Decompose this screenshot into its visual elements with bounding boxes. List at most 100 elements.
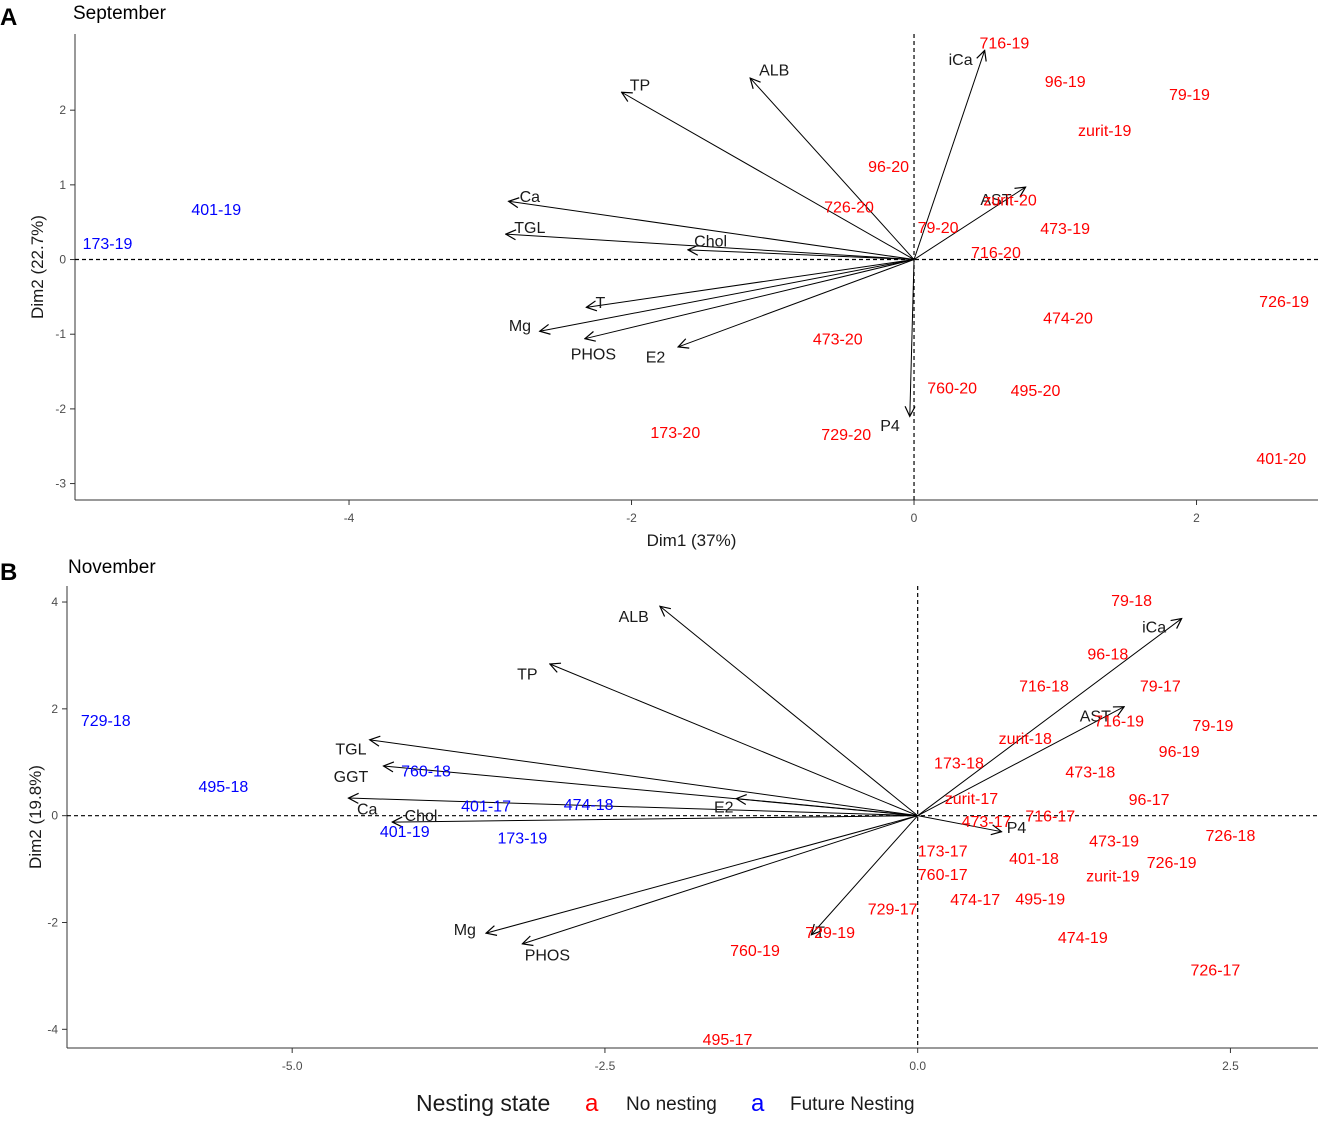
panel-b-x-tick-label: 2.5 [1222,1059,1239,1073]
panel-b-var-label-p4: P4 [1007,820,1027,837]
panel-a-arrow-e2 [678,259,915,347]
panel-b-point-label-79-19: 79-19 [1192,718,1233,735]
panel-a-september: A September -4 -2 0 2 -3 -2 -1 0 1 2 Dim1 (37%) Dim2 … [0,3,1318,550]
panel-a-point-label-760-20: 760-20 [927,381,977,398]
panel-a-arrow-alb [750,78,915,260]
panel-a-var-label-phos: PHOS [571,346,616,363]
panel-b-point-label-96-17: 96-17 [1129,792,1170,809]
panel-b-point-label-zurit-18: zurit-18 [999,731,1052,748]
panel-a-var-label-tgl: TGL [514,220,545,237]
panel-a-y-tick-label: -3 [55,477,66,491]
panel-b-arrow-p4 [917,815,1002,832]
panel-a-point-label-zurit-19: zurit-19 [1078,123,1131,140]
panel-b-var-label-t: T [815,925,825,942]
panel-b-point-label-79-17: 79-17 [1140,678,1181,695]
panel-a-point-label-401-19: 401-19 [191,202,241,219]
panel-a-arrow-tgl [506,234,915,261]
panel-b-var-label-tgl: TGL [335,741,366,758]
panel-a-title: September [73,3,167,24]
panel-b-arrow-tp [550,664,918,817]
panel-a-point-label-729-20: 729-20 [821,427,871,444]
panel-a-var-label-tp: TP [630,78,650,95]
panel-a-x-tick-label: -2 [626,511,637,525]
legend-label-no-nesting: No nesting [626,1094,717,1115]
panel-b-point-label-729-17: 729-17 [868,902,918,919]
panel-b-letter: B [0,559,17,586]
panel-b-point-label-96-18: 96-18 [1087,646,1128,663]
panel-b-var-label-phos: PHOS [525,948,570,965]
panel-a-point-label-79-20: 79-20 [918,220,959,237]
panel-b-point-label-716-19: 716-19 [1094,714,1144,731]
panel-a-point-label-96-20: 96-20 [868,159,909,176]
panel-b-point-label-729-18: 729-18 [81,713,131,730]
panel-b-point-label-zurit-17: zurit-17 [945,791,998,808]
panel-b-point-label-473-18: 473-18 [1065,764,1115,781]
panel-a-y-tick-label: 0 [59,253,66,267]
panel-b-point-label-716-17: 716-17 [1025,809,1075,826]
panel-b-y-axis-label: Dim2 (19.8%) [26,765,45,869]
panel-a-point-label-716-19: 716-19 [980,36,1030,53]
panel-b-point-label-495-19: 495-19 [1015,892,1065,909]
panel-a-letter: A [0,4,17,31]
panel-b-arrow-ast [917,707,1124,817]
panel-a-point-label-79-19: 79-19 [1169,87,1210,104]
panel-b-november: B November -5.0 -2.5 0.0 2.5 -4 -2 0 2 4 Dim2 (19.8… [0,557,1318,1073]
panel-a-point-label-173-20: 173-20 [650,425,700,442]
panel-a-var-label-p4: P4 [880,418,900,435]
panel-b-x-tick-label: -2.5 [595,1059,616,1073]
panel-a-x-tick-label: 0 [911,511,918,525]
panel-a-arrow-ast [913,187,1026,260]
panel-a-var-label-ica: iCa [949,52,973,69]
panel-b-point-label-760-18: 760-18 [401,763,451,780]
panel-b-x-tick-label: -5.0 [282,1059,303,1073]
panel-b-point-label-760-19: 760-19 [730,943,780,960]
panel-a-arrow-tp [622,92,915,260]
panel-a-point-label-zurit-20: zurit-20 [983,193,1036,210]
panel-b-var-label-chol: Chol [405,808,438,825]
panel-b-point-label-495-18: 495-18 [198,779,248,796]
panel-a-y-axis-label: Dim2 (22.7%) [28,215,47,319]
panel-a-x-tick-label: -4 [344,511,355,525]
panel-a-arrow-ca [509,201,915,261]
panel-a-arrow-ica [913,50,985,260]
panel-b-point-label-473-19: 473-19 [1089,833,1139,850]
panel-a-var-label-mg: Mg [509,318,531,335]
panel-b-point-label-726-18: 726-18 [1206,828,1256,845]
panel-b-x-tick-label: 0.0 [909,1059,926,1073]
panel-b-point-label-726-19: 726-19 [1147,855,1197,872]
panel-b-point-label-716-18: 716-18 [1019,678,1069,695]
panel-b-var-label-mg: Mg [454,922,476,939]
panel-b-point-label-473-17: 473-17 [962,814,1012,831]
panel-a-point-label-495-20: 495-20 [1011,383,1061,400]
panel-b-y-tick-label: -4 [47,1022,58,1036]
panel-b-point-label-760-17: 760-17 [918,867,968,884]
panel-b-point-label-173-18: 173-18 [934,755,984,772]
panel-b-point-label-474-19: 474-19 [1058,930,1108,947]
panel-a-arrow-p4 [910,259,914,417]
panel-b-point-label-zurit-19: zurit-19 [1086,869,1139,886]
panel-a-point-label-474-20: 474-20 [1043,311,1093,328]
panel-b-y-tick-label: 0 [51,809,58,823]
panel-b-arrow-ica [917,619,1182,817]
panel-a-var-label-alb: ALB [759,63,789,80]
legend-title: Nesting state [416,1090,550,1116]
panel-a-x-tick-label: 2 [1193,511,1200,525]
panel-b-var-label-ica: iCa [1142,620,1166,637]
legend: Nesting state a No nesting a Future Nest… [416,1090,915,1117]
panel-a-y-tick-label: 2 [59,103,66,117]
panel-a-y-tick-label: 1 [59,178,66,192]
panel-b-var-label-ggt: GGT [334,769,369,786]
panel-a-point-label-726-20: 726-20 [824,199,874,216]
panel-b-point-label-726-17: 726-17 [1191,963,1241,980]
panel-a-point-label-401-20: 401-20 [1256,451,1306,468]
legend-key-future-nesting: a [751,1090,765,1117]
panel-b-point-label-173-19: 173-19 [497,831,547,848]
panel-a-arrow-phos [585,259,915,339]
panel-a-var-label-e2: E2 [646,349,666,366]
panel-b-point-label-401-18: 401-18 [1009,851,1059,868]
panel-a-arrow-t [586,259,915,308]
panel-a-var-label-ca: Ca [520,189,541,206]
panel-a-point-label-716-20: 716-20 [971,245,1021,262]
panel-b-arrow-alb [660,606,918,817]
panel-b-point-label-79-18: 79-18 [1111,593,1152,610]
